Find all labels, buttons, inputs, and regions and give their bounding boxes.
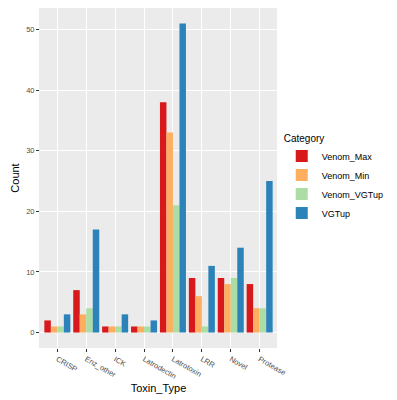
svg-text:VGTup: VGTup <box>322 209 350 219</box>
svg-text:Toxin_Type: Toxin_Type <box>131 382 187 394</box>
svg-text:40: 40 <box>26 86 34 95</box>
svg-text:CRISP: CRISP <box>54 354 78 373</box>
svg-text:20: 20 <box>26 207 34 216</box>
svg-text:0: 0 <box>30 328 34 337</box>
svg-text:10: 10 <box>26 268 34 277</box>
svg-text:Enz_other: Enz_other <box>83 354 118 379</box>
svg-text:50: 50 <box>26 25 34 34</box>
svg-text:LRR: LRR <box>199 354 217 370</box>
svg-text:Venom_Max: Venom_Max <box>322 152 373 162</box>
svg-text:Protease: Protease <box>257 354 288 377</box>
svg-text:Category: Category <box>284 133 325 144</box>
svg-text:Latrotoxin: Latrotoxin <box>170 354 203 378</box>
svg-text:Novel: Novel <box>228 354 249 372</box>
svg-text:Count: Count <box>9 163 21 192</box>
svg-text:Latrodectin: Latrodectin <box>141 354 178 380</box>
svg-text:ICK: ICK <box>112 354 127 368</box>
svg-text:Venom_Min: Venom_Min <box>322 171 370 181</box>
svg-text:Venom_VGTup: Venom_VGTup <box>322 190 383 200</box>
svg-text:30: 30 <box>26 146 34 155</box>
